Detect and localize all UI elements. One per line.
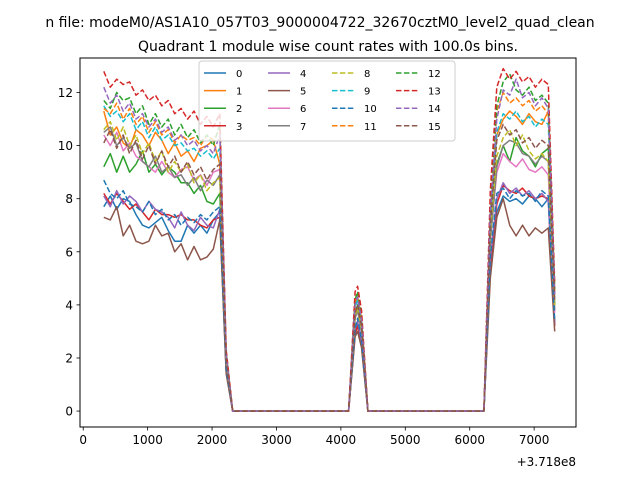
legend-label-11: 11 [364, 122, 377, 133]
axes-frame [79, 57, 577, 428]
legend-label-3: 3 [236, 122, 242, 133]
y-tick-label: 2 [65, 351, 73, 365]
x-axis-ticks: 0 1000 2000 3000 4000 5000 6000 7000 [79, 427, 549, 447]
legend-frame [198, 60, 456, 142]
legend-label-9: 9 [364, 87, 370, 98]
series-lines [103, 67, 556, 412]
y-tick-label: 6 [65, 245, 73, 259]
legend-label-14: 14 [428, 104, 441, 115]
legend-label-7: 7 [300, 122, 306, 133]
legend-label-0: 0 [236, 69, 242, 80]
x-tick-label: 3000 [261, 433, 292, 447]
y-axis-ticks: 0 2 4 6 8 10 12 [58, 86, 80, 419]
legend-label-5: 5 [300, 87, 306, 98]
legend-label-15: 15 [428, 122, 441, 133]
y-tick-label: 0 [65, 405, 73, 419]
legend-label-2: 2 [236, 104, 242, 115]
y-tick-label: 12 [58, 86, 73, 100]
x-tick-label: 5000 [390, 433, 421, 447]
x-tick-label: 4000 [326, 433, 357, 447]
series-line-15 [103, 123, 556, 412]
legend-label-13: 13 [428, 87, 441, 98]
figure-suptitle: n file: modeM0/AS1A10_057T03_9000004722_… [45, 15, 594, 31]
axes-title: Quadrant 1 module wise count rates with … [138, 39, 518, 55]
x-tick-label: 7000 [519, 433, 550, 447]
legend-label-10: 10 [364, 104, 377, 115]
legend-label-4: 4 [300, 69, 306, 80]
x-tick-label: 2000 [197, 433, 228, 447]
x-axis-offset-label: +3.718e8 [517, 455, 576, 469]
y-tick-label: 8 [65, 192, 73, 206]
y-tick-label: 4 [65, 298, 73, 312]
legend-label-12: 12 [428, 69, 441, 80]
x-tick-label: 0 [79, 433, 87, 447]
legend-label-6: 6 [300, 104, 306, 115]
legend-label-8: 8 [364, 69, 370, 80]
series-line-14 [103, 78, 556, 412]
x-tick-label: 1000 [132, 433, 163, 447]
x-tick-label: 6000 [454, 433, 485, 447]
legend-label-1: 1 [236, 87, 242, 98]
y-tick-label: 10 [58, 139, 73, 153]
